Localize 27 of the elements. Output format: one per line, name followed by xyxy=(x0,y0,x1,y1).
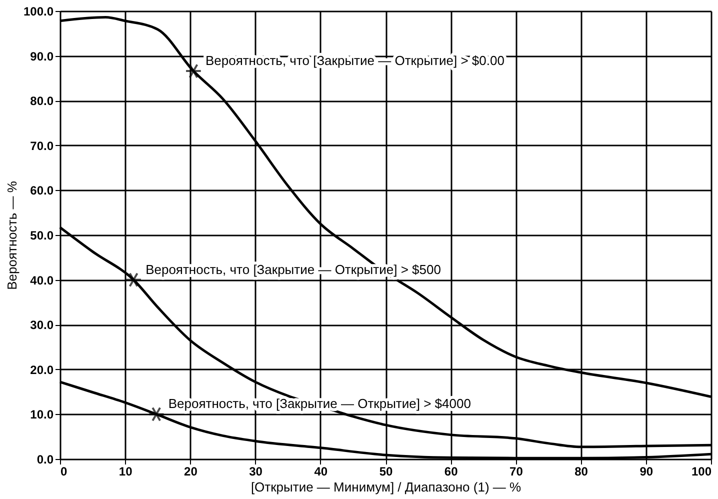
y-tick-label: 80.0 xyxy=(30,94,54,108)
y-axis-title: Вероятность — % xyxy=(4,180,20,290)
y-tick-label: 10.0 xyxy=(30,408,54,422)
y-tick-label: 50.0 xyxy=(30,228,54,242)
y-tick-label: 90.0 xyxy=(30,49,54,64)
point xyxy=(125,272,142,288)
x-tick-label: 70 xyxy=(510,464,524,478)
x-tick-label: 10 xyxy=(118,464,133,478)
x-tick-label: 60 xyxy=(444,464,458,478)
y-tick-label: 60.0 xyxy=(30,184,54,198)
x-tick-label: 40 xyxy=(314,464,328,478)
x-tick-label: 30 xyxy=(249,464,263,478)
y-tick-label: 20.0 xyxy=(30,362,54,377)
y-tick-label: 70.0 xyxy=(30,138,54,153)
point xyxy=(185,64,202,78)
x-tick-label: 20 xyxy=(184,464,198,478)
x-axis-title: [Открытие — Минимум] / Диапазоно (1) — % xyxy=(250,480,522,494)
x-tick-label: 100 xyxy=(691,464,712,478)
y-tick-label: 30.0 xyxy=(30,318,54,332)
x-tick-label: 0 xyxy=(60,464,68,478)
y-tick-label: 100.0 xyxy=(23,4,54,18)
x-tick-label: 80 xyxy=(574,464,588,478)
x-tick-label: 90 xyxy=(640,464,654,478)
x-tick-label: 50 xyxy=(379,464,393,478)
y-tick-label: 0.0 xyxy=(36,452,54,466)
y-tick-label: 40.0 xyxy=(30,273,54,288)
point xyxy=(148,406,165,422)
